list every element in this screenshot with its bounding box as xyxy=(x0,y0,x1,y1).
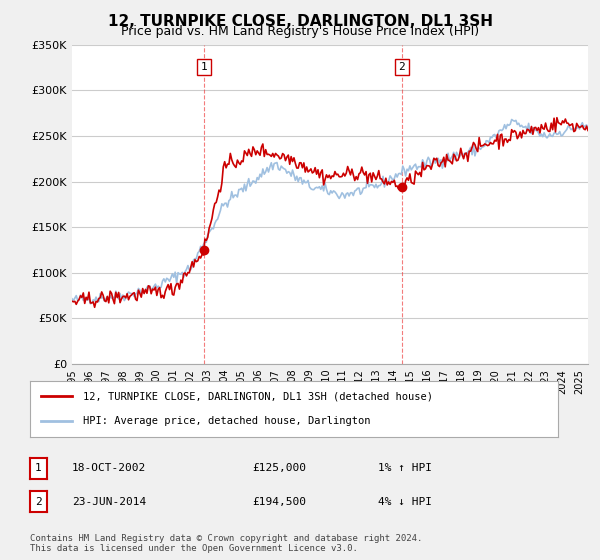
Text: 1: 1 xyxy=(35,463,42,473)
Text: £194,500: £194,500 xyxy=(252,497,306,507)
Text: 23-JUN-2014: 23-JUN-2014 xyxy=(72,497,146,507)
Text: 18-OCT-2002: 18-OCT-2002 xyxy=(72,463,146,473)
Text: HPI: Average price, detached house, Darlington: HPI: Average price, detached house, Darl… xyxy=(83,416,370,426)
Text: 2: 2 xyxy=(398,62,405,72)
Text: 12, TURNPIKE CLOSE, DARLINGTON, DL1 3SH: 12, TURNPIKE CLOSE, DARLINGTON, DL1 3SH xyxy=(107,14,493,29)
Text: 1: 1 xyxy=(200,62,208,72)
Text: £125,000: £125,000 xyxy=(252,463,306,473)
Text: 12, TURNPIKE CLOSE, DARLINGTON, DL1 3SH (detached house): 12, TURNPIKE CLOSE, DARLINGTON, DL1 3SH … xyxy=(83,391,433,402)
Text: Price paid vs. HM Land Registry's House Price Index (HPI): Price paid vs. HM Land Registry's House … xyxy=(121,25,479,38)
Text: 4% ↓ HPI: 4% ↓ HPI xyxy=(378,497,432,507)
Text: 1% ↑ HPI: 1% ↑ HPI xyxy=(378,463,432,473)
Text: 2: 2 xyxy=(35,497,42,507)
Text: Contains HM Land Registry data © Crown copyright and database right 2024.
This d: Contains HM Land Registry data © Crown c… xyxy=(30,534,422,553)
